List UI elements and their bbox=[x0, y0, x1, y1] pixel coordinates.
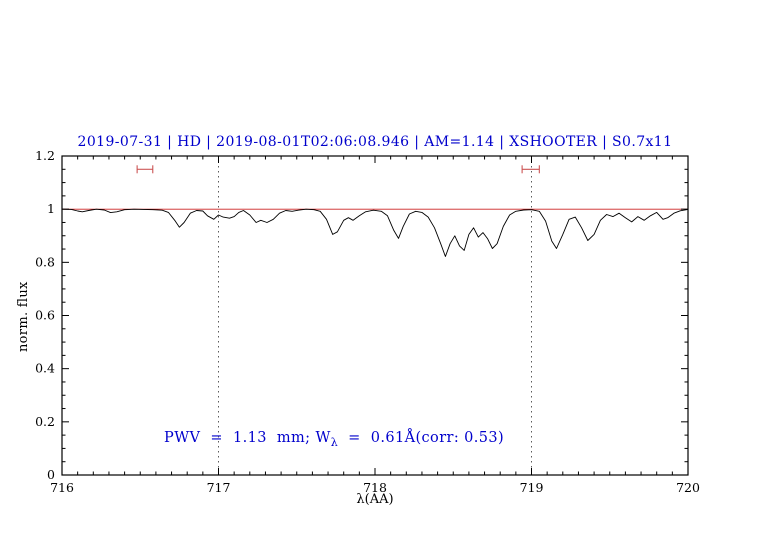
y-tick-label: 0.2 bbox=[35, 414, 55, 429]
y-axis-label: norm. flux bbox=[16, 281, 31, 352]
plot-title: 2019-07-31 | HD | 2019-08-01T02:06:08.94… bbox=[77, 134, 673, 150]
x-tick-label: 718 bbox=[363, 480, 387, 495]
x-tick-label: 719 bbox=[520, 480, 544, 495]
x-axis-label: λ(AA) bbox=[356, 492, 394, 507]
x-tick-label: 720 bbox=[676, 480, 700, 495]
telluric-range-marker bbox=[136, 165, 154, 174]
spectrum-line bbox=[61, 208, 689, 257]
pwv-annotation-part2: = 0.61Å(corr: 0.53) bbox=[338, 430, 505, 446]
y-tick-label: 0 bbox=[47, 467, 55, 482]
x-tick-label: 716 bbox=[50, 480, 74, 495]
y-tick-label: 0.8 bbox=[35, 254, 55, 269]
pwv-annotation-part1: PWV = 1.13 mm; W bbox=[164, 430, 331, 446]
x-tick-label: 717 bbox=[207, 480, 231, 495]
y-tick-label: 0.4 bbox=[35, 361, 55, 376]
telluric-range-marker bbox=[521, 165, 540, 174]
lambda-subscript: λ bbox=[330, 435, 339, 449]
pwv-annotation: PWV = 1.13 mm; Wλ = 0.61Å(corr: 0.53) bbox=[144, 414, 504, 465]
y-tick-label: 1 bbox=[47, 201, 55, 216]
y-tick-label: 0.6 bbox=[35, 308, 55, 323]
y-tick-label: 1.2 bbox=[35, 148, 55, 163]
